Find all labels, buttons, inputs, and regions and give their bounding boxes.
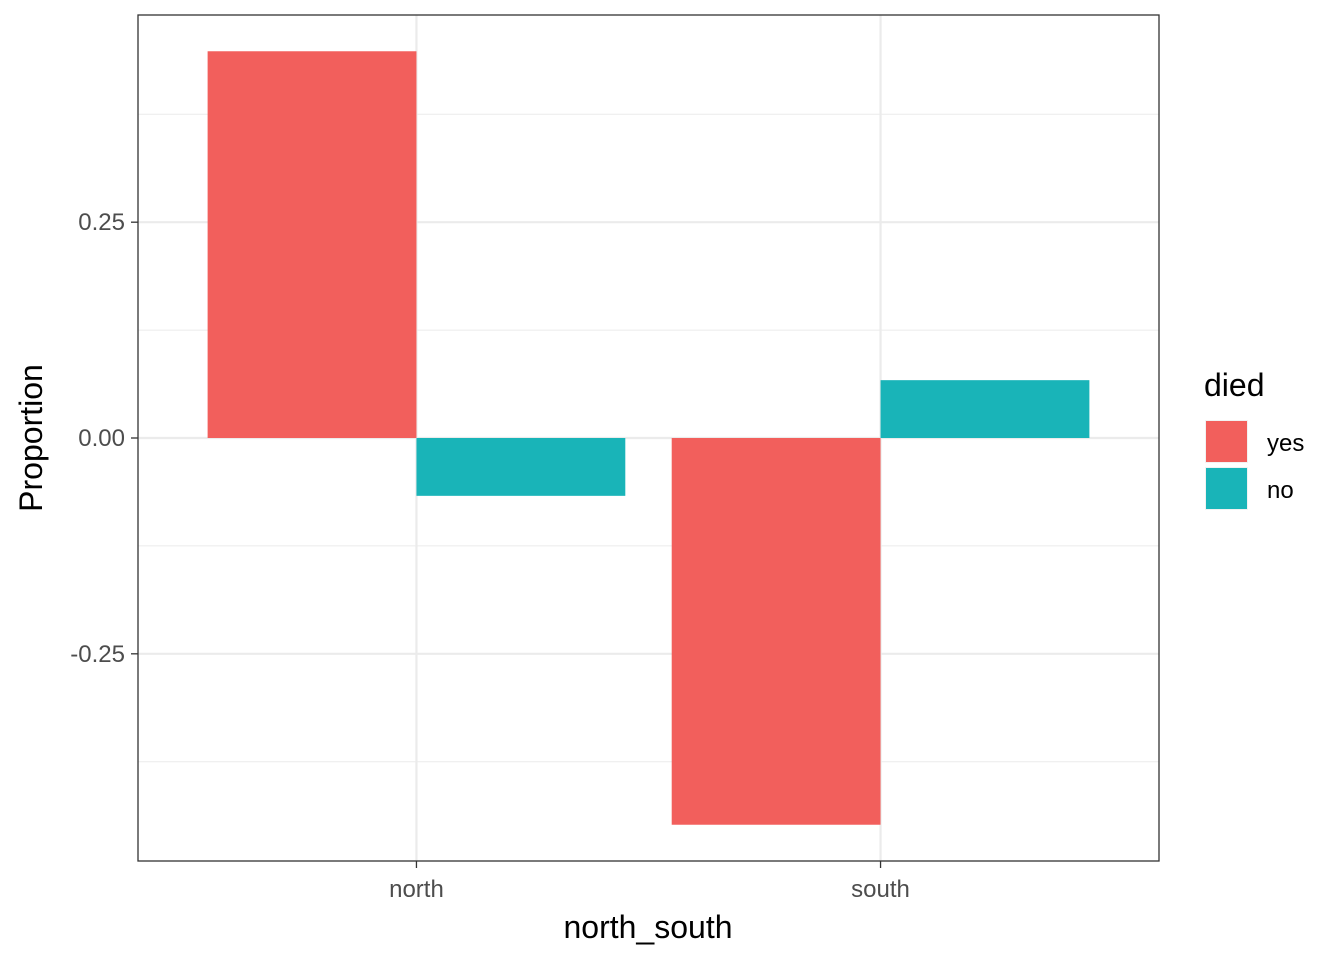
legend-label-yes: yes [1267, 430, 1304, 457]
legend-swatch-yes [1206, 421, 1247, 462]
bar-north-no [416, 438, 626, 496]
x-tick-label-south: south [851, 876, 910, 903]
y-axis-title: Proportion [13, 364, 49, 512]
legend-label-no: no [1267, 477, 1294, 504]
legend-swatch-no [1206, 468, 1247, 509]
y-axis: -0.25 0.00 0.25 [70, 209, 138, 668]
bar-south-yes [671, 438, 881, 825]
y-tick-label-2: 0.25 [78, 209, 125, 236]
legend: died yes no [1204, 367, 1304, 510]
legend-title: died [1204, 367, 1265, 403]
bar-south-no [880, 380, 1090, 438]
x-axis-title: north_south [563, 909, 732, 945]
x-tick-label-north: north [389, 876, 444, 903]
y-tick-label-0: -0.25 [70, 641, 125, 668]
y-tick-label-1: 0.00 [78, 425, 125, 452]
x-axis: north south [389, 861, 910, 903]
bars [207, 51, 1090, 825]
bar-north-yes [207, 51, 417, 438]
